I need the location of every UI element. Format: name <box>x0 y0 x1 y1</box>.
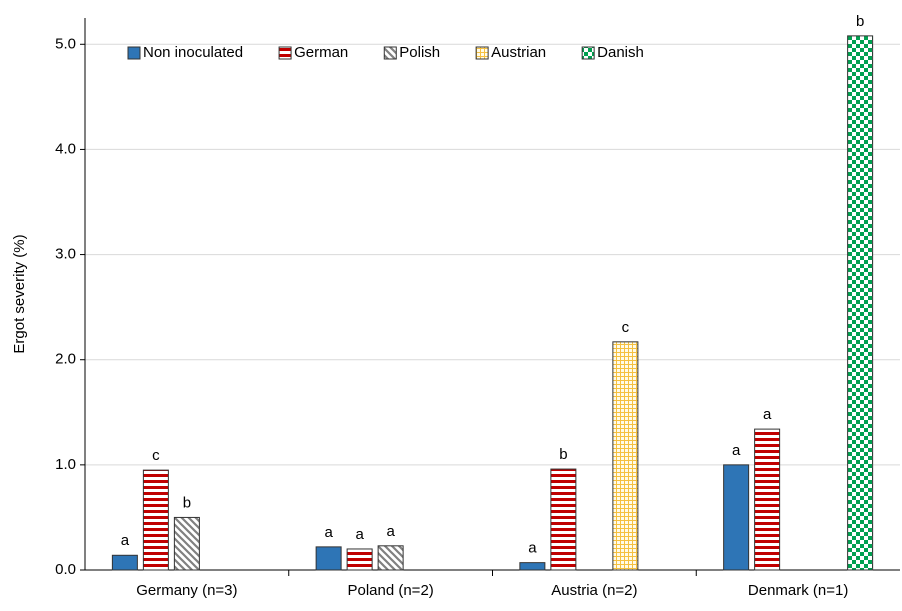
legend-label: Polish <box>399 44 440 61</box>
bar <box>142 469 169 571</box>
y-tick-label: 5.0 <box>55 35 76 52</box>
legend-label: Danish <box>597 44 644 61</box>
bar <box>723 464 750 571</box>
legend-swatch <box>581 46 595 60</box>
bar <box>754 428 781 571</box>
bar-letter: a <box>121 532 130 549</box>
bar <box>612 341 639 571</box>
bar <box>315 546 342 571</box>
bar-letter: a <box>355 526 364 543</box>
x-tick-label: Austria (n=2) <box>551 582 637 599</box>
bar <box>111 554 138 571</box>
bar <box>346 548 373 571</box>
bar-letter: a <box>732 442 741 459</box>
legend-label: Non inoculated <box>143 44 243 61</box>
bar-letter: b <box>559 446 567 463</box>
legend-swatch <box>127 46 141 60</box>
bar <box>847 35 874 571</box>
legend-swatch <box>278 46 292 60</box>
bar <box>173 516 200 571</box>
bar-letter: a <box>528 540 537 557</box>
bar <box>377 545 404 571</box>
x-tick-label: Poland (n=2) <box>347 582 433 599</box>
bar-letter: b <box>183 494 191 511</box>
legend-swatch <box>383 46 397 60</box>
bar-letter: b <box>856 13 864 30</box>
bar-letter: a <box>386 523 395 540</box>
bar-letter: a <box>763 406 772 423</box>
y-tick-label: 2.0 <box>55 351 76 368</box>
x-tick-label: Germany (n=3) <box>136 582 237 599</box>
y-tick-label: 0.0 <box>55 561 76 578</box>
y-axis-label: Ergot severity (%) <box>11 234 28 353</box>
x-tick-label: Denmark (n=1) <box>748 582 848 599</box>
y-tick-label: 4.0 <box>55 140 76 157</box>
y-tick-label: 1.0 <box>55 456 76 473</box>
bar-letter: a <box>324 524 333 541</box>
bar-letter: c <box>622 319 630 336</box>
bar-letter: c <box>152 447 160 464</box>
legend-label: Austrian <box>491 44 546 61</box>
bar <box>550 468 577 571</box>
bar <box>519 562 546 571</box>
legend-swatch <box>475 46 489 60</box>
legend-label: German <box>294 44 348 61</box>
y-tick-label: 3.0 <box>55 246 76 263</box>
